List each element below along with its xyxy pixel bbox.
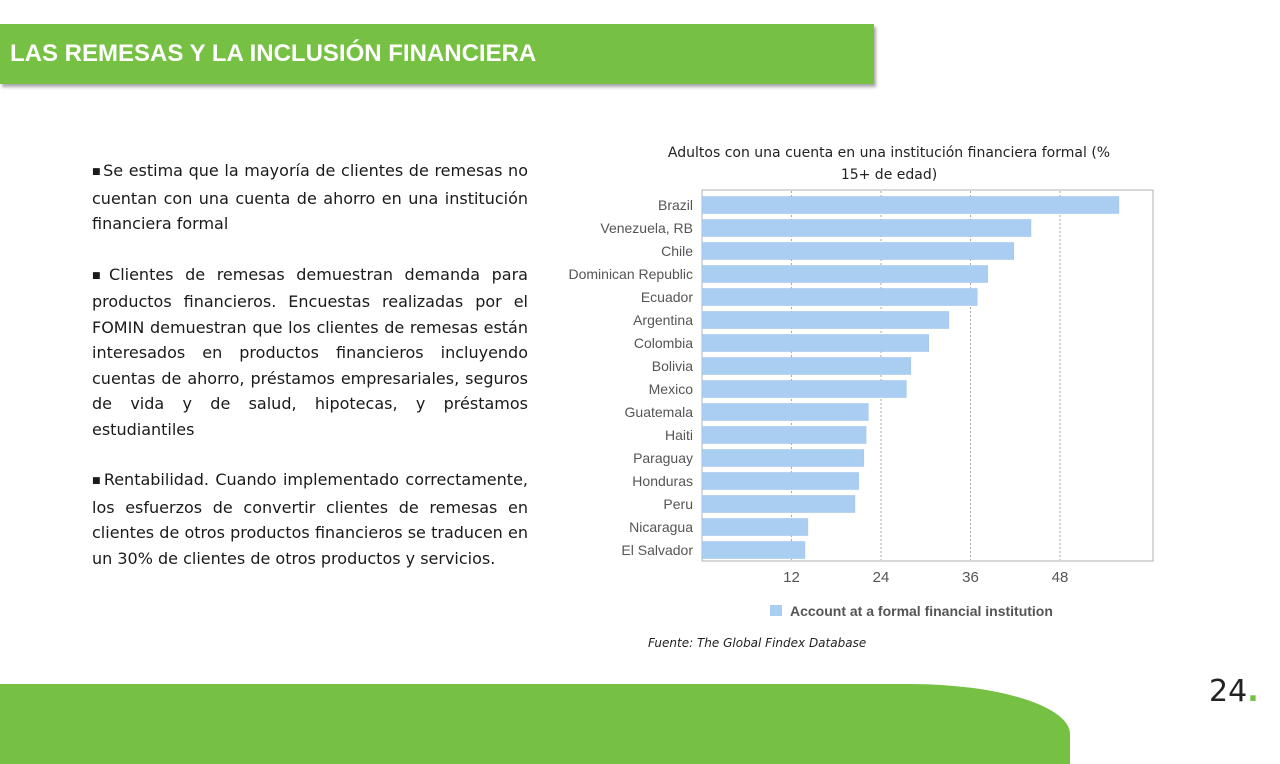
category-label: Guatemala [625, 404, 694, 420]
square-bullet-icon: ■ [92, 270, 108, 281]
page-number: 24. [1209, 672, 1259, 712]
bar [701, 196, 1120, 214]
bar [701, 495, 856, 513]
bar [701, 541, 806, 559]
slide-title: LAS REMESAS Y LA INCLUSIÓN FINANCIERA [10, 40, 537, 67]
category-label: Ecuador [641, 289, 693, 305]
bar [701, 380, 907, 398]
category-label: Venezuela, RB [600, 220, 693, 236]
bullet-text: Rentabilidad. Cuando implementado correc… [92, 470, 528, 568]
bar [701, 265, 988, 283]
bar [701, 472, 859, 490]
x-tick-label: 24 [873, 569, 890, 586]
category-label: Bolivia [652, 358, 693, 374]
bar [701, 334, 929, 352]
x-tick-label: 36 [962, 569, 979, 586]
chart-title: Adultos con una cuenta en una institució… [667, 145, 1111, 183]
category-label: Argentina [633, 312, 693, 328]
category-label: Brazil [658, 197, 693, 213]
bar [701, 219, 1032, 237]
category-label: Peru [663, 496, 693, 512]
category-label: El Salvador [621, 542, 693, 558]
square-bullet-icon: ■ [92, 476, 102, 486]
category-label: Mexico [649, 381, 694, 397]
x-tick-label: 48 [1052, 569, 1069, 586]
bar [701, 242, 1015, 260]
title-bar: LAS REMESAS Y LA INCLUSIÓN FINANCIERA [0, 24, 874, 84]
bullet-item: ■ Se estima que la mayoría de clientes de… [92, 158, 528, 237]
bar [701, 403, 869, 421]
footer-band [0, 684, 1070, 764]
category-label: Nicaragua [629, 519, 693, 535]
category-label: Honduras [632, 473, 693, 489]
bar [701, 288, 978, 306]
page-number-dot: . [1247, 674, 1259, 709]
category-label: Colombia [634, 335, 693, 351]
square-bullet-icon: ■ [92, 167, 102, 177]
bar [701, 518, 809, 536]
category-label: Paraguay [633, 450, 693, 466]
bullet-text: Se estima que la mayoría de clientes de … [92, 161, 528, 233]
bullet-text: Clientes de remesas demuestran demanda p… [92, 264, 528, 439]
category-label: Dominican Republic [568, 266, 693, 282]
page-number-value: 24 [1209, 674, 1248, 709]
bar [701, 426, 867, 444]
category-label: Haiti [665, 427, 693, 443]
bar [701, 449, 865, 467]
bar [701, 357, 912, 375]
legend-label: Account at a formal financial institutio… [790, 603, 1053, 619]
category-label: Chile [661, 243, 693, 259]
bar-chart: 12 24 36 48 Brazil Venezuela, RB Chile Dominica… [568, 189, 1154, 619]
source-note: Fuente: The Global Findex Database [648, 636, 867, 650]
bullet-item: ■ Rentabilidad. Cuando implementado corre… [92, 467, 528, 571]
bullet-list: ■ Se estima que la mayoría de clientes de… [92, 158, 528, 596]
bar [701, 311, 950, 329]
legend-swatch [770, 605, 782, 616]
x-tick-label: 12 [783, 569, 800, 586]
bullet-item: ■ Clientes de remesas demuestran demanda … [92, 262, 528, 443]
